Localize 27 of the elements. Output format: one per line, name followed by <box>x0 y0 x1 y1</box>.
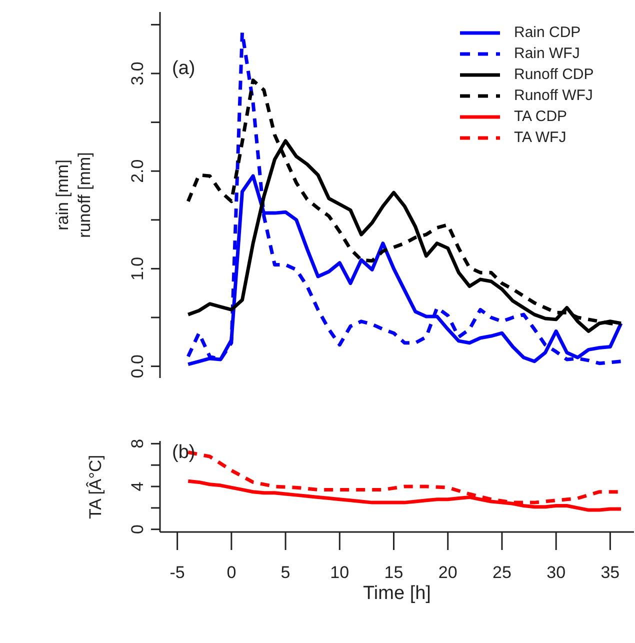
y-tick-label: 0.0 <box>128 354 147 378</box>
x-tick-label: 30 <box>546 563 566 582</box>
y-tick-label: 4 <box>128 482 147 492</box>
x-tick-label: 0 <box>226 563 236 582</box>
annotation: (b) <box>172 442 196 464</box>
x-tick-label: 25 <box>492 563 512 582</box>
y-axis-title: rain [mm] runoff [mm] <box>52 152 95 238</box>
y-axis-title: TA [Â°C] <box>85 454 106 519</box>
legend-label: Rain CDP <box>514 24 581 41</box>
y-tick-label: 2.0 <box>128 159 147 183</box>
y-tick-label: 3.0 <box>128 62 147 86</box>
y-tick-label: 8 <box>128 438 147 448</box>
x-tick-label: 20 <box>438 563 458 582</box>
legend-label: Runoff CDP <box>514 66 594 83</box>
x-tick-label: 5 <box>280 563 290 582</box>
legend-label: Rain WFJ <box>514 45 580 62</box>
x-tick-label: 35 <box>600 563 620 582</box>
annotation: (a) <box>172 58 196 80</box>
legend-label: Runoff WFJ <box>514 87 593 104</box>
x-tick-label: 15 <box>384 563 404 582</box>
y-tick-label: 0 <box>128 524 147 534</box>
x-tick-label: -5 <box>170 563 185 582</box>
y-tick-label: 1.0 <box>128 256 147 281</box>
x-axis-title: Time [h] <box>362 583 432 605</box>
x-tick-label: 10 <box>330 563 350 582</box>
legend-label: TA WFJ <box>514 129 566 146</box>
legend-label: TA CDP <box>514 108 568 125</box>
